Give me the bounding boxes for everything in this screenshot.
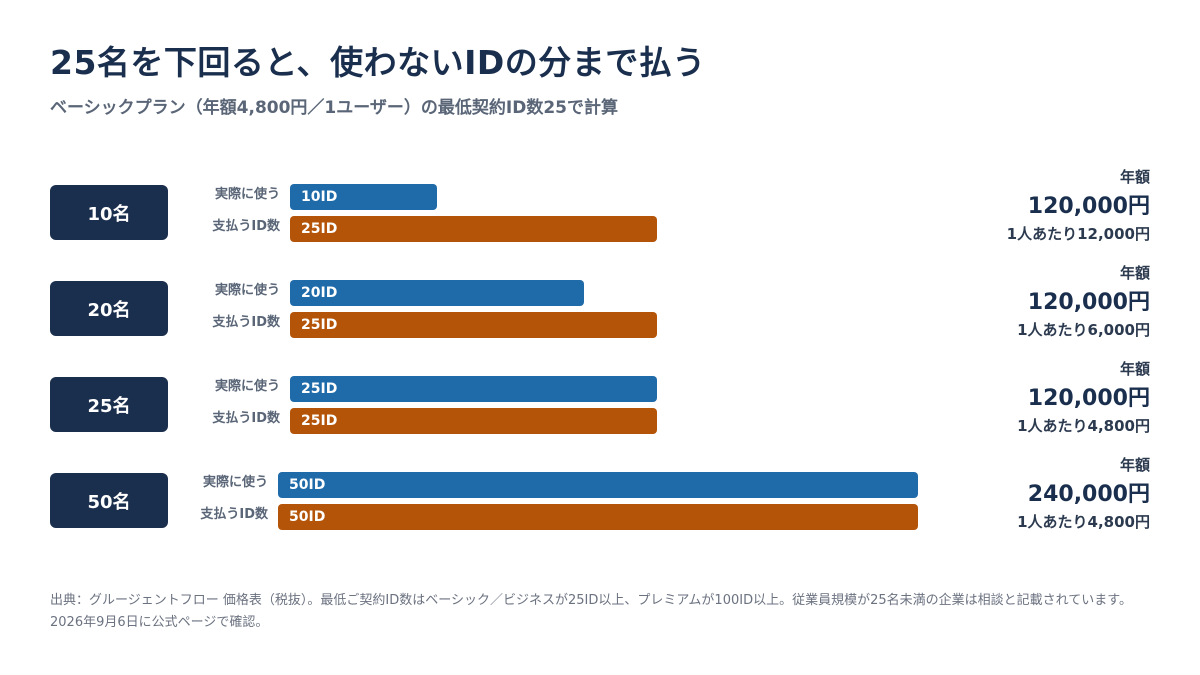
chart-group: 25名 実際に使う 25ID 支払うID数 25ID 年額 120,000円 1人あたり4,8… <box>0 360 1200 435</box>
used-bar: 50ID <box>278 472 918 498</box>
used-series-label: 実際に使う <box>214 187 280 202</box>
annual-price-value: 120,000円 <box>1027 290 1150 315</box>
annual-price-heading: 年額 <box>1119 456 1150 474</box>
paid-bar: 50ID <box>278 504 918 530</box>
paid-bar: 25ID <box>290 408 657 434</box>
used-bar: 10ID <box>290 184 437 210</box>
per-person-price: 1人あたり4,800円 <box>1017 513 1150 531</box>
used-series-label: 実際に使う <box>214 379 280 394</box>
per-person-price: 1人あたり4,800円 <box>1017 417 1150 435</box>
annual-price-heading: 年額 <box>1119 360 1150 378</box>
used-series-label: 実際に使う <box>202 475 268 490</box>
chart-title: 25名を下回ると、使わないIDの分まで払う <box>50 43 706 82</box>
chart-group: 20名 実際に使う 20ID 支払うID数 25ID 年額 120,000円 1人あたり6,0… <box>0 264 1200 339</box>
paid-bar: 25ID <box>290 312 657 338</box>
category-label: 50名 <box>50 473 168 528</box>
price-block: 年額 120,000円 1人あたり6,000円 <box>1017 262 1150 340</box>
source-footnote: 出典：グルージェントフロー 価格表（税抜）。最低ご契約ID数はベーシック／ビジネ… <box>50 593 1132 630</box>
category-label: 10名 <box>50 185 168 240</box>
price-block: 年額 240,000円 1人あたり4,800円 <box>1017 454 1150 532</box>
used-series-label: 実際に使う <box>214 283 280 298</box>
annual-price-value: 240,000円 <box>1027 482 1150 507</box>
per-person-price: 1人あたり12,000円 <box>1006 225 1150 243</box>
annual-price-heading: 年額 <box>1119 264 1150 282</box>
category-label: 20名 <box>50 281 168 336</box>
chart-subtitle: ベーシックプラン（年額4,800円／1ユーザー）の最低契約ID数25で計算 <box>50 98 619 118</box>
paid-series-label: 支払うID数 <box>212 315 280 330</box>
chart-group: 10名 実際に使う 10ID 支払うID数 25ID 年額 120,000円 1人あたり12,… <box>0 168 1200 243</box>
paid-series-label: 支払うID数 <box>212 411 280 426</box>
price-block: 年額 120,000円 1人あたり4,800円 <box>1017 358 1150 436</box>
used-bar: 20ID <box>290 280 584 306</box>
used-bar: 25ID <box>290 376 657 402</box>
price-block: 年額 120,000円 1人あたり12,000円 <box>1007 166 1150 244</box>
annual-price-value: 120,000円 <box>1027 386 1150 411</box>
category-label: 25名 <box>50 377 168 432</box>
paid-bar: 25ID <box>290 216 657 242</box>
annual-price-heading: 年額 <box>1119 168 1150 186</box>
annual-price-value: 120,000円 <box>1027 194 1150 219</box>
per-person-price: 1人あたり6,000円 <box>1017 321 1150 339</box>
paid-series-label: 支払うID数 <box>200 507 268 522</box>
paid-series-label: 支払うID数 <box>212 219 280 234</box>
chart-group: 50名 実際に使う 50ID 支払うID数 50ID 年額 240,000円 1人あたり4,8… <box>0 456 1200 531</box>
